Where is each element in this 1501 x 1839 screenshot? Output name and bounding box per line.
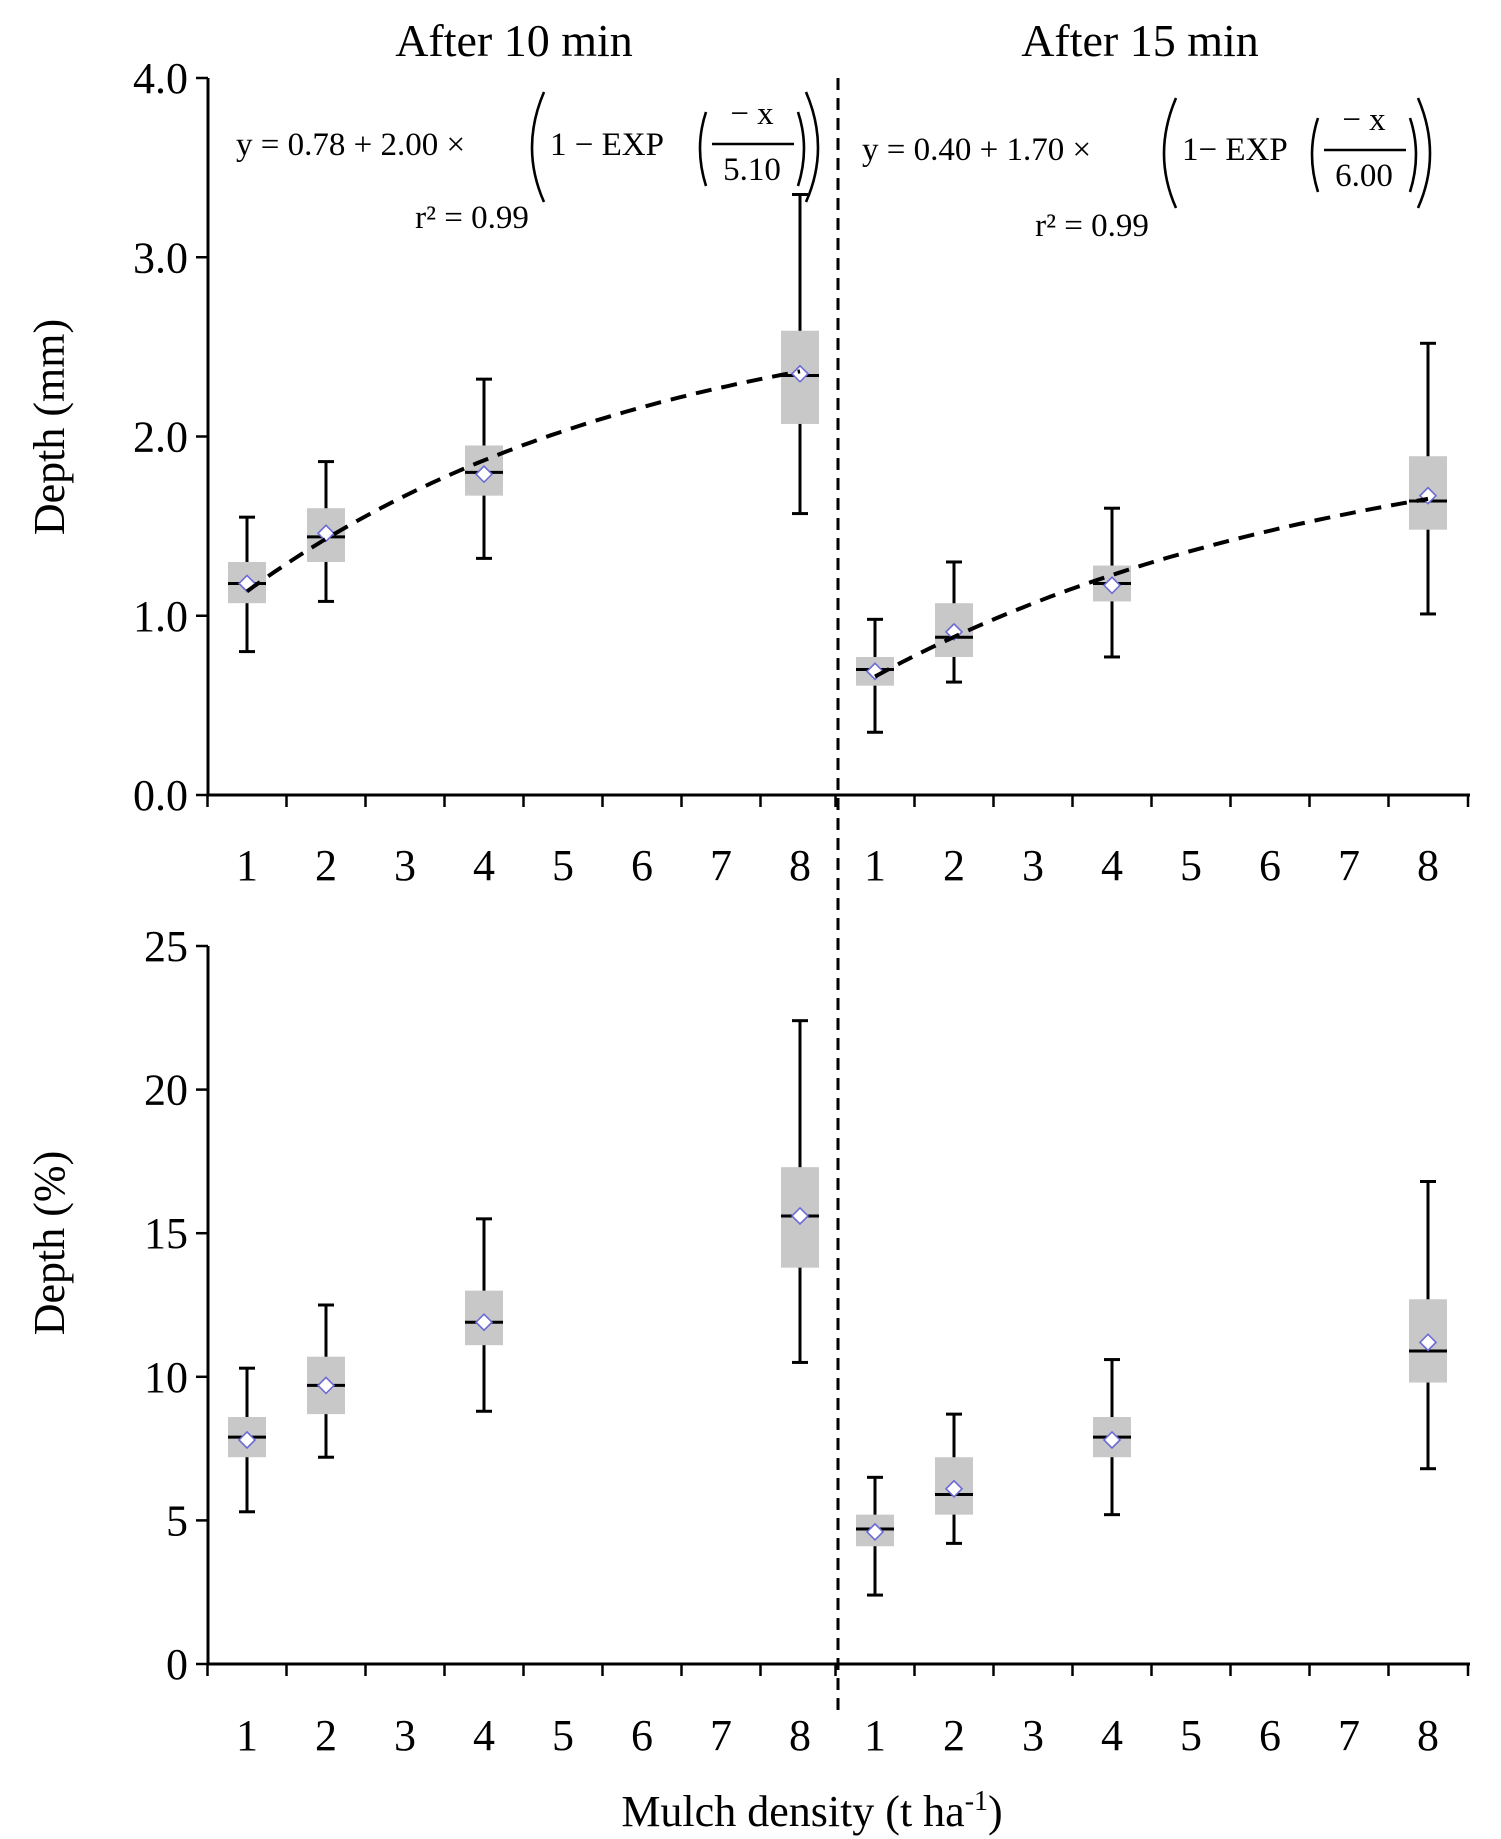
bottom-y-tick-label: 20 (144, 1066, 188, 1115)
equation-15-numerator: − x (1342, 102, 1386, 138)
mean-marker (1418, 1333, 1438, 1352)
bottom-x-tick-label: 5 (552, 1711, 574, 1760)
top-x-tick-label: 2 (315, 841, 337, 890)
top-y-tick-label: 3.0 (133, 233, 188, 282)
panel-title-after-10-min: After 10 min (395, 15, 633, 66)
bottom-x-tick-label: 2 (943, 1711, 965, 1760)
top-x-tick-label: 2 (943, 841, 965, 890)
top-x-tick-label: 1 (236, 841, 258, 890)
mean-marker (474, 465, 494, 484)
bottom-x-tick-label: 4 (1101, 1711, 1123, 1760)
equation-15-prefix: y = 0.40 + 1.70 × (862, 132, 1091, 168)
fit-curve (874, 496, 1429, 679)
bottom-x-tick-label: 4 (473, 1711, 495, 1760)
equation-10-inner-left-paren (698, 111, 708, 187)
top-x-tick-label: 3 (1022, 841, 1044, 890)
mean-marker (944, 622, 964, 642)
top-y-tick-label: 1.0 (133, 592, 188, 641)
top-x-tick-label: 8 (789, 841, 811, 890)
bottom-x-tick-label: 1 (236, 1711, 258, 1760)
mean-marker (790, 364, 810, 383)
top-x-tick-label: 8 (1417, 841, 1439, 890)
equation-15-inner-left-paren (1310, 117, 1320, 193)
equation-10-one-minus-exp: 1 − EXP (550, 127, 664, 163)
top-y-tick-label: 0.0 (133, 771, 188, 820)
bottom-x-tick-label: 6 (631, 1711, 653, 1760)
bottom-x-tick-label: 7 (710, 1711, 732, 1760)
top-x-tick-label: 1 (864, 841, 886, 890)
equation-15-outer-left-paren (1162, 97, 1178, 209)
mean-marker (944, 1479, 964, 1498)
panel-title-after-15-min: After 15 min (1021, 15, 1259, 66)
bottom-y-tick-label: 0 (166, 1640, 188, 1689)
equation-10-denominator: 5.10 (723, 152, 781, 188)
equation-after-15-min: y = 0.40 + 1.70 × 1− EXP − x 6.00 r² = 0… (862, 97, 1432, 244)
bottom-x-tick-label: 6 (1259, 1711, 1281, 1760)
equation-10-prefix: y = 0.78 + 2.00 × (236, 127, 465, 163)
bottom-y-axis-title: Depth (%) (25, 1151, 74, 1336)
top-x-tick-label: 7 (710, 841, 732, 890)
mean-marker (316, 524, 336, 543)
equation-10-numerator: − x (730, 96, 774, 132)
mean-marker (865, 1522, 885, 1542)
fit-curve (245, 369, 801, 594)
top-x-tick-label: 3 (394, 841, 416, 890)
bottom-y-tick-label: 25 (144, 922, 188, 971)
top-x-tick-label: 5 (552, 841, 574, 890)
equation-10-outer-left-paren (530, 91, 546, 203)
top-y-tick-label: 4.0 (133, 54, 188, 103)
x-axis-title-suffix: ) (988, 1787, 1003, 1836)
bottom-x-tick-label: 3 (1022, 1711, 1044, 1760)
equation-15-inner-right-paren (1408, 117, 1418, 193)
x-axis-title-main: Mulch density (t ha (621, 1787, 964, 1836)
bottom-x-tick-label: 2 (315, 1711, 337, 1760)
top-x-tick-label: 4 (473, 841, 495, 890)
top-y-tick-label: 2.0 (133, 413, 188, 462)
top-x-tick-label: 4 (1101, 841, 1123, 890)
top-y-axis-title: Depth (mm) (25, 319, 74, 535)
mean-marker (474, 1313, 494, 1332)
bottom-y-tick-label: 10 (144, 1353, 188, 1402)
bottom-x-tick-label: 1 (864, 1711, 886, 1760)
bottom-y-tick-label: 15 (144, 1209, 188, 1258)
top-panel: 0.0 1.0 2.0 3.0 4.0 1 2 3 4 5 6 7 8 1 2 3 4 5 6 7 8 (133, 54, 1470, 890)
x-axis-title-superscript: -1 (965, 1786, 988, 1817)
top-x-tick-label: 7 (1338, 841, 1360, 890)
equation-15-one-minus-exp: 1− EXP (1182, 132, 1288, 168)
mean-marker (1102, 576, 1122, 595)
bottom-panel: 0 5 10 15 20 25 1 2 3 4 5 6 7 8 1 2 3 4 5 6 7 8 (144, 922, 1470, 1760)
bottom-x-tick-label: 5 (1180, 1711, 1202, 1760)
bottom-x-tick-label: 3 (394, 1711, 416, 1760)
equation-10-inner-right-paren (796, 111, 806, 187)
equation-15-r-squared: r² = 0.99 (1035, 208, 1149, 244)
equation-after-10-min: y = 0.78 + 2.00 × 1 − EXP − x 5.10 r² = … (236, 91, 820, 236)
equation-15-denominator: 6.00 (1335, 158, 1393, 194)
mean-marker (865, 662, 885, 681)
bottom-x-tick-label: 8 (789, 1711, 811, 1760)
equation-10-r-squared: r² = 0.99 (415, 200, 529, 236)
top-x-tick-label: 6 (631, 841, 653, 890)
bottom-y-tick-label: 5 (166, 1496, 188, 1545)
x-axis-title: Mulch density (t ha-1) (621, 1786, 1002, 1836)
mean-marker (790, 1206, 810, 1226)
equation-15-outer-right-paren (1416, 97, 1432, 209)
bottom-x-tick-label: 8 (1417, 1711, 1439, 1760)
mean-marker (237, 1430, 257, 1450)
top-x-tick-label: 6 (1259, 841, 1281, 890)
mean-marker (1102, 1430, 1122, 1450)
top-x-tick-label: 5 (1180, 841, 1202, 890)
mean-marker (316, 1376, 336, 1395)
equation-10-outer-right-paren (804, 91, 820, 203)
bottom-x-tick-label: 7 (1338, 1711, 1360, 1760)
